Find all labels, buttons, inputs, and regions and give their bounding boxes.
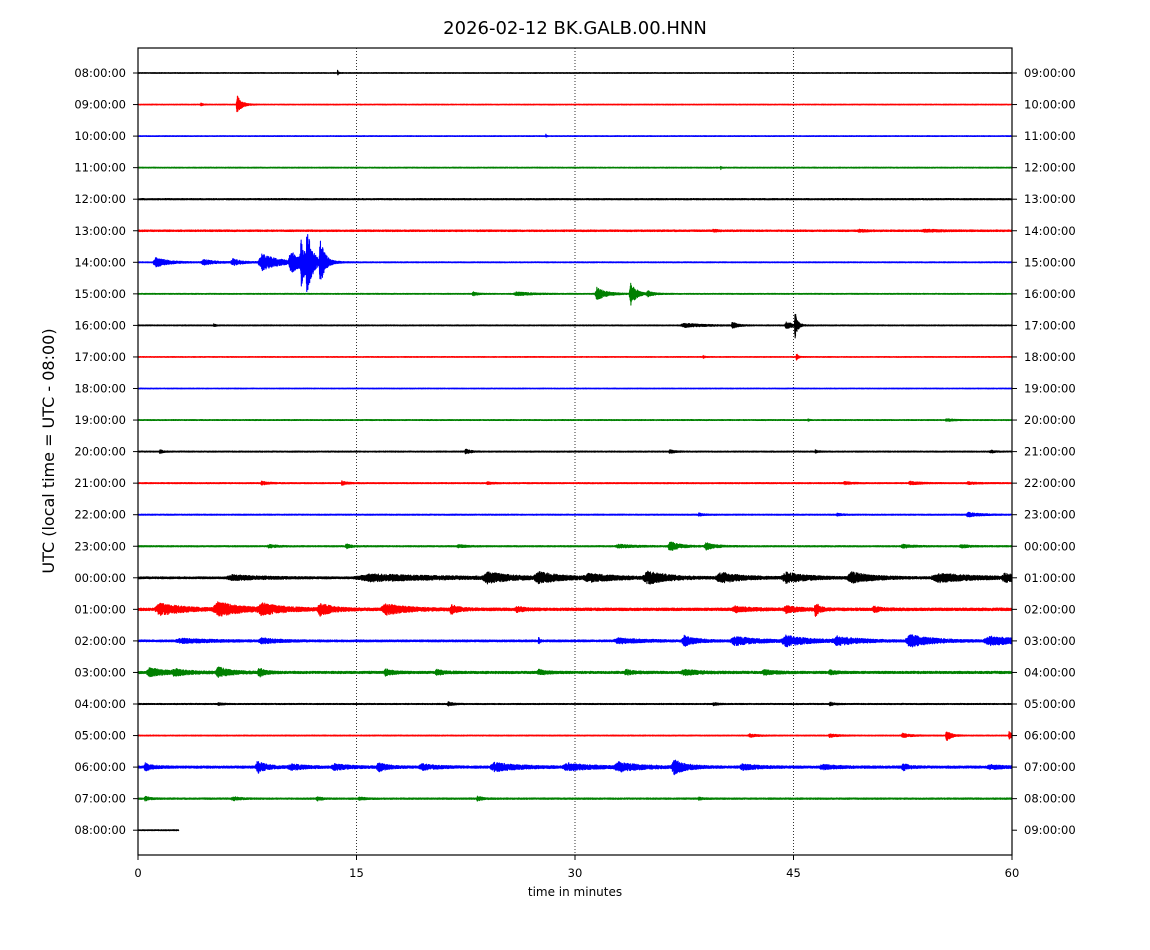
trace-line	[137, 228, 1013, 233]
trace-line	[137, 759, 1013, 776]
x-tick-label: 15	[349, 866, 364, 880]
trace-line	[137, 95, 1013, 113]
left-tick-label: 13:00:00	[74, 224, 126, 238]
trace-line	[137, 731, 1013, 741]
left-tick-label: 22:00:00	[74, 508, 126, 522]
right-tick-label: 06:00:00	[1024, 729, 1076, 743]
trace-line	[137, 69, 1013, 76]
x-tick-label: 0	[134, 866, 141, 880]
x-tick-label: 30	[568, 866, 583, 880]
right-tick-label: 15:00:00	[1024, 255, 1076, 269]
x-tick-label: 60	[1005, 866, 1020, 880]
right-tick-label: 00:00:00	[1024, 539, 1076, 553]
left-tick-label: 11:00:00	[74, 161, 126, 175]
chart-title: 2026-02-12 BK.GALB.00.HNN	[443, 18, 707, 39]
trace-line	[137, 666, 1013, 678]
trace-line	[137, 601, 1013, 617]
left-tick-label: 15:00:00	[74, 287, 126, 301]
right-tick-label: 04:00:00	[1024, 665, 1076, 679]
left-tick-label: 10:00:00	[74, 129, 126, 143]
right-tick-label: 19:00:00	[1024, 382, 1076, 396]
right-tick-label: 21:00:00	[1024, 445, 1076, 459]
trace-line	[137, 829, 180, 832]
trace-line	[137, 282, 1013, 306]
trace-line	[137, 701, 1013, 707]
left-tick-label: 20:00:00	[74, 445, 126, 459]
right-tick-label: 01:00:00	[1024, 571, 1076, 585]
left-tick-label: 17:00:00	[74, 350, 126, 364]
left-tick-label: 05:00:00	[74, 729, 126, 743]
right-tick-label: 05:00:00	[1024, 697, 1076, 711]
trace-line	[137, 634, 1013, 648]
right-tick-label: 11:00:00	[1024, 129, 1076, 143]
left-tick-label: 00:00:00	[74, 571, 126, 585]
left-tick-label: 04:00:00	[74, 697, 126, 711]
left-tick-label: 09:00:00	[74, 98, 126, 112]
left-tick-label: 08:00:00	[74, 66, 126, 80]
right-tick-label: 22:00:00	[1024, 476, 1076, 490]
trace-line	[137, 387, 1013, 390]
left-tick-label: 01:00:00	[74, 602, 126, 616]
left-tick-label: 07:00:00	[74, 792, 126, 806]
right-tick-label: 08:00:00	[1024, 792, 1076, 806]
left-tick-label: 14:00:00	[74, 255, 126, 269]
x-tick-labels: 0 15 30 45 60	[134, 855, 1019, 880]
right-tick-label: 23:00:00	[1024, 508, 1076, 522]
left-tick-label: 18:00:00	[74, 382, 126, 396]
right-tick-label: 07:00:00	[1024, 760, 1076, 774]
y-axis-label: UTC (local time = UTC - 08:00)	[39, 328, 58, 573]
right-tick-label: 20:00:00	[1024, 413, 1076, 427]
trace-series	[137, 69, 1013, 832]
right-tick-label: 17:00:00	[1024, 318, 1076, 332]
trace-line	[137, 795, 1013, 802]
right-tick-label: 09:00:00	[1024, 823, 1076, 837]
right-tick-label: 03:00:00	[1024, 634, 1076, 648]
trace-line	[137, 511, 1013, 518]
trace-line	[137, 570, 1013, 585]
right-tick-label: 09:00:00	[1024, 66, 1076, 80]
left-tick-label: 23:00:00	[74, 539, 126, 553]
left-tick-label: 06:00:00	[74, 760, 126, 774]
left-tick-label: 02:00:00	[74, 634, 126, 648]
left-tick-label: 03:00:00	[74, 665, 126, 679]
right-tick-label: 12:00:00	[1024, 161, 1076, 175]
left-tick-label: 12:00:00	[74, 192, 126, 206]
left-tick-label: 19:00:00	[74, 413, 126, 427]
right-tick-label: 13:00:00	[1024, 192, 1076, 206]
trace-line	[137, 198, 1013, 201]
left-tick-label: 08:00:00	[74, 823, 126, 837]
trace-line	[137, 448, 1013, 455]
trace-line	[137, 353, 1013, 361]
x-axis-label: time in minutes	[528, 885, 622, 899]
right-tick-label: 16:00:00	[1024, 287, 1076, 301]
trace-line	[137, 165, 1013, 171]
right-tick-labels: 09:00:00 10:00:00 11:00:00 12:00:00 13:00:00…	[1012, 66, 1076, 837]
trace-line	[137, 541, 1013, 551]
left-tick-label: 21:00:00	[74, 476, 126, 490]
left-tick-label: 16:00:00	[74, 318, 126, 332]
trace-line	[137, 233, 1013, 293]
left-tick-labels: 08:00:00 09:00:00 10:00:00 11:00:00 12:00:00…	[74, 66, 138, 837]
right-tick-label: 10:00:00	[1024, 98, 1076, 112]
right-tick-label: 02:00:00	[1024, 602, 1076, 616]
x-tick-label: 45	[786, 866, 801, 880]
trace-line	[137, 480, 1013, 486]
grid-lines	[356, 48, 794, 855]
trace-line	[137, 133, 1013, 138]
right-tick-label: 18:00:00	[1024, 350, 1076, 364]
right-tick-label: 14:00:00	[1024, 224, 1076, 238]
trace-line	[137, 313, 1013, 339]
trace-line	[137, 418, 1013, 422]
